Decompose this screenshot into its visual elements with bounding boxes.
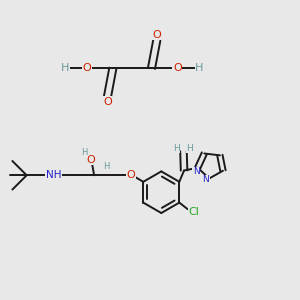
Text: O: O	[152, 30, 161, 40]
Text: H: H	[81, 148, 87, 158]
Text: Cl: Cl	[188, 206, 199, 217]
Text: O: O	[126, 170, 135, 180]
Text: NH: NH	[46, 170, 61, 180]
Text: O: O	[173, 63, 182, 73]
Text: H: H	[103, 162, 109, 171]
Text: H: H	[195, 63, 203, 73]
Text: O: O	[103, 97, 112, 107]
Text: N: N	[202, 176, 209, 184]
Text: O: O	[82, 63, 91, 73]
Text: H: H	[186, 144, 193, 153]
Text: N: N	[193, 167, 200, 176]
Text: H: H	[174, 144, 180, 153]
Text: H: H	[61, 63, 69, 73]
Text: O: O	[87, 155, 95, 165]
